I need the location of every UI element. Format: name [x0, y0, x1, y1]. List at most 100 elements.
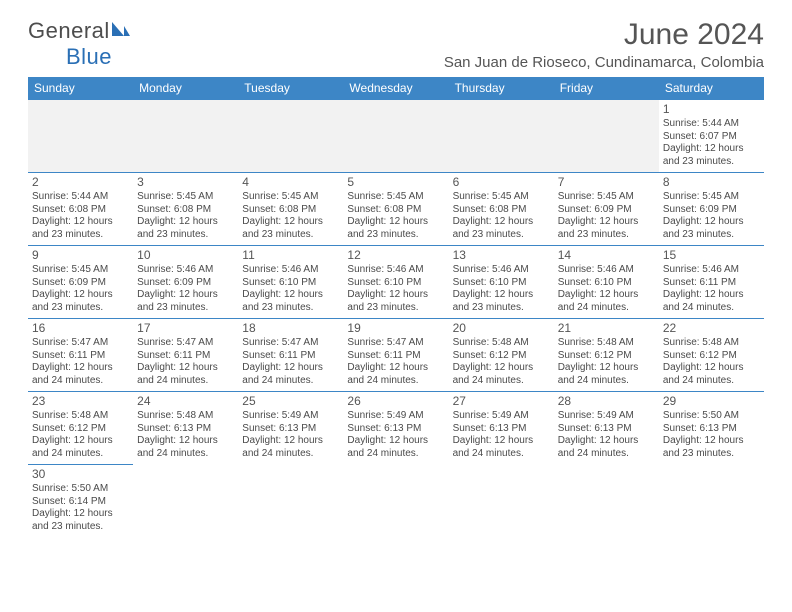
- day-number: 26: [347, 394, 444, 409]
- sunset-text: Sunset: 6:11 PM: [663, 277, 760, 290]
- daylight-text: and 23 minutes.: [32, 229, 129, 242]
- daylight-text: Daylight: 12 hours: [663, 435, 760, 448]
- calendar-cell: 13Sunrise: 5:46 AMSunset: 6:10 PMDayligh…: [449, 246, 554, 319]
- sunset-text: Sunset: 6:13 PM: [663, 423, 760, 436]
- daylight-text: Daylight: 12 hours: [663, 289, 760, 302]
- calendar-cell: [554, 465, 659, 538]
- sunrise-text: Sunrise: 5:46 AM: [137, 264, 234, 277]
- sunset-text: Sunset: 6:11 PM: [347, 350, 444, 363]
- calendar-cell: 28Sunrise: 5:49 AMSunset: 6:13 PMDayligh…: [554, 392, 659, 465]
- daylight-text: Daylight: 12 hours: [242, 216, 339, 229]
- daylight-text: Daylight: 12 hours: [453, 289, 550, 302]
- daylight-text: and 23 minutes.: [453, 302, 550, 315]
- day-number: 10: [137, 248, 234, 263]
- calendar-cell: 17Sunrise: 5:47 AMSunset: 6:11 PMDayligh…: [133, 319, 238, 392]
- daylight-text: and 24 minutes.: [663, 302, 760, 315]
- calendar-cell: 23Sunrise: 5:48 AMSunset: 6:12 PMDayligh…: [28, 392, 133, 465]
- day-number: 4: [242, 175, 339, 190]
- sail-icon: [110, 18, 132, 44]
- calendar-cell: [449, 465, 554, 538]
- daylight-text: and 24 minutes.: [558, 302, 655, 315]
- sunset-text: Sunset: 6:12 PM: [558, 350, 655, 363]
- calendar-cell: 7Sunrise: 5:45 AMSunset: 6:09 PMDaylight…: [554, 173, 659, 246]
- sunrise-text: Sunrise: 5:48 AM: [663, 337, 760, 350]
- day-header: Monday: [133, 77, 238, 100]
- sunrise-text: Sunrise: 5:47 AM: [242, 337, 339, 350]
- calendar-cell: 6Sunrise: 5:45 AMSunset: 6:08 PMDaylight…: [449, 173, 554, 246]
- day-header: Sunday: [28, 77, 133, 100]
- day-header-row: Sunday Monday Tuesday Wednesday Thursday…: [28, 77, 764, 100]
- calendar-cell: [133, 100, 238, 173]
- sunrise-text: Sunrise: 5:46 AM: [242, 264, 339, 277]
- day-header: Wednesday: [343, 77, 448, 100]
- daylight-text: Daylight: 12 hours: [137, 362, 234, 375]
- daylight-text: and 24 minutes.: [558, 448, 655, 461]
- day-number: 16: [32, 321, 129, 336]
- sunset-text: Sunset: 6:08 PM: [347, 204, 444, 217]
- daylight-text: and 23 minutes.: [32, 302, 129, 315]
- day-number: 11: [242, 248, 339, 263]
- daylight-text: and 24 minutes.: [453, 448, 550, 461]
- sunset-text: Sunset: 6:14 PM: [32, 496, 129, 509]
- daylight-text: Daylight: 12 hours: [32, 435, 129, 448]
- daylight-text: Daylight: 12 hours: [32, 508, 129, 521]
- sunset-text: Sunset: 6:13 PM: [137, 423, 234, 436]
- calendar-cell: [343, 465, 448, 538]
- sunrise-text: Sunrise: 5:48 AM: [32, 410, 129, 423]
- sunrise-text: Sunrise: 5:50 AM: [663, 410, 760, 423]
- daylight-text: Daylight: 12 hours: [242, 289, 339, 302]
- sunrise-text: Sunrise: 5:47 AM: [137, 337, 234, 350]
- day-number: 18: [242, 321, 339, 336]
- sunset-text: Sunset: 6:13 PM: [453, 423, 550, 436]
- calendar-cell: 27Sunrise: 5:49 AMSunset: 6:13 PMDayligh…: [449, 392, 554, 465]
- calendar-cell: 3Sunrise: 5:45 AMSunset: 6:08 PMDaylight…: [133, 173, 238, 246]
- sunrise-text: Sunrise: 5:45 AM: [663, 191, 760, 204]
- daylight-text: and 24 minutes.: [453, 375, 550, 388]
- daylight-text: Daylight: 12 hours: [663, 216, 760, 229]
- calendar-cell: 12Sunrise: 5:46 AMSunset: 6:10 PMDayligh…: [343, 246, 448, 319]
- daylight-text: and 24 minutes.: [242, 448, 339, 461]
- sunset-text: Sunset: 6:10 PM: [347, 277, 444, 290]
- daylight-text: Daylight: 12 hours: [347, 289, 444, 302]
- day-number: 6: [453, 175, 550, 190]
- sunrise-text: Sunrise: 5:46 AM: [453, 264, 550, 277]
- daylight-text: Daylight: 12 hours: [558, 435, 655, 448]
- location-label: San Juan de Rioseco, Cundinamarca, Colom…: [444, 54, 764, 71]
- calendar-row: 23Sunrise: 5:48 AMSunset: 6:12 PMDayligh…: [28, 392, 764, 465]
- daylight-text: and 24 minutes.: [242, 375, 339, 388]
- daylight-text: and 24 minutes.: [347, 375, 444, 388]
- calendar-cell: 5Sunrise: 5:45 AMSunset: 6:08 PMDaylight…: [343, 173, 448, 246]
- calendar-cell: [238, 100, 343, 173]
- day-number: 20: [453, 321, 550, 336]
- logo-text: GeneralBlue: [28, 18, 132, 70]
- daylight-text: Daylight: 12 hours: [663, 143, 760, 156]
- calendar-cell: [133, 465, 238, 538]
- daylight-text: Daylight: 12 hours: [32, 362, 129, 375]
- sunrise-text: Sunrise: 5:47 AM: [347, 337, 444, 350]
- sunset-text: Sunset: 6:11 PM: [32, 350, 129, 363]
- daylight-text: and 23 minutes.: [137, 229, 234, 242]
- daylight-text: and 23 minutes.: [663, 156, 760, 169]
- day-number: 13: [453, 248, 550, 263]
- daylight-text: and 24 minutes.: [558, 375, 655, 388]
- calendar-table: Sunday Monday Tuesday Wednesday Thursday…: [28, 77, 764, 537]
- sunrise-text: Sunrise: 5:45 AM: [453, 191, 550, 204]
- sunset-text: Sunset: 6:11 PM: [242, 350, 339, 363]
- daylight-text: Daylight: 12 hours: [137, 216, 234, 229]
- calendar-row: 9Sunrise: 5:45 AMSunset: 6:09 PMDaylight…: [28, 246, 764, 319]
- calendar-cell: [238, 465, 343, 538]
- daylight-text: and 23 minutes.: [558, 229, 655, 242]
- daylight-text: Daylight: 12 hours: [558, 216, 655, 229]
- calendar-cell: 11Sunrise: 5:46 AMSunset: 6:10 PMDayligh…: [238, 246, 343, 319]
- sunrise-text: Sunrise: 5:47 AM: [32, 337, 129, 350]
- sunset-text: Sunset: 6:09 PM: [137, 277, 234, 290]
- daylight-text: and 23 minutes.: [242, 229, 339, 242]
- daylight-text: and 23 minutes.: [347, 229, 444, 242]
- calendar-cell: 9Sunrise: 5:45 AMSunset: 6:09 PMDaylight…: [28, 246, 133, 319]
- sunset-text: Sunset: 6:09 PM: [558, 204, 655, 217]
- daylight-text: Daylight: 12 hours: [137, 435, 234, 448]
- logo-word-a: General: [28, 18, 110, 43]
- page-title: June 2024: [444, 18, 764, 52]
- sunrise-text: Sunrise: 5:45 AM: [347, 191, 444, 204]
- sunrise-text: Sunrise: 5:45 AM: [558, 191, 655, 204]
